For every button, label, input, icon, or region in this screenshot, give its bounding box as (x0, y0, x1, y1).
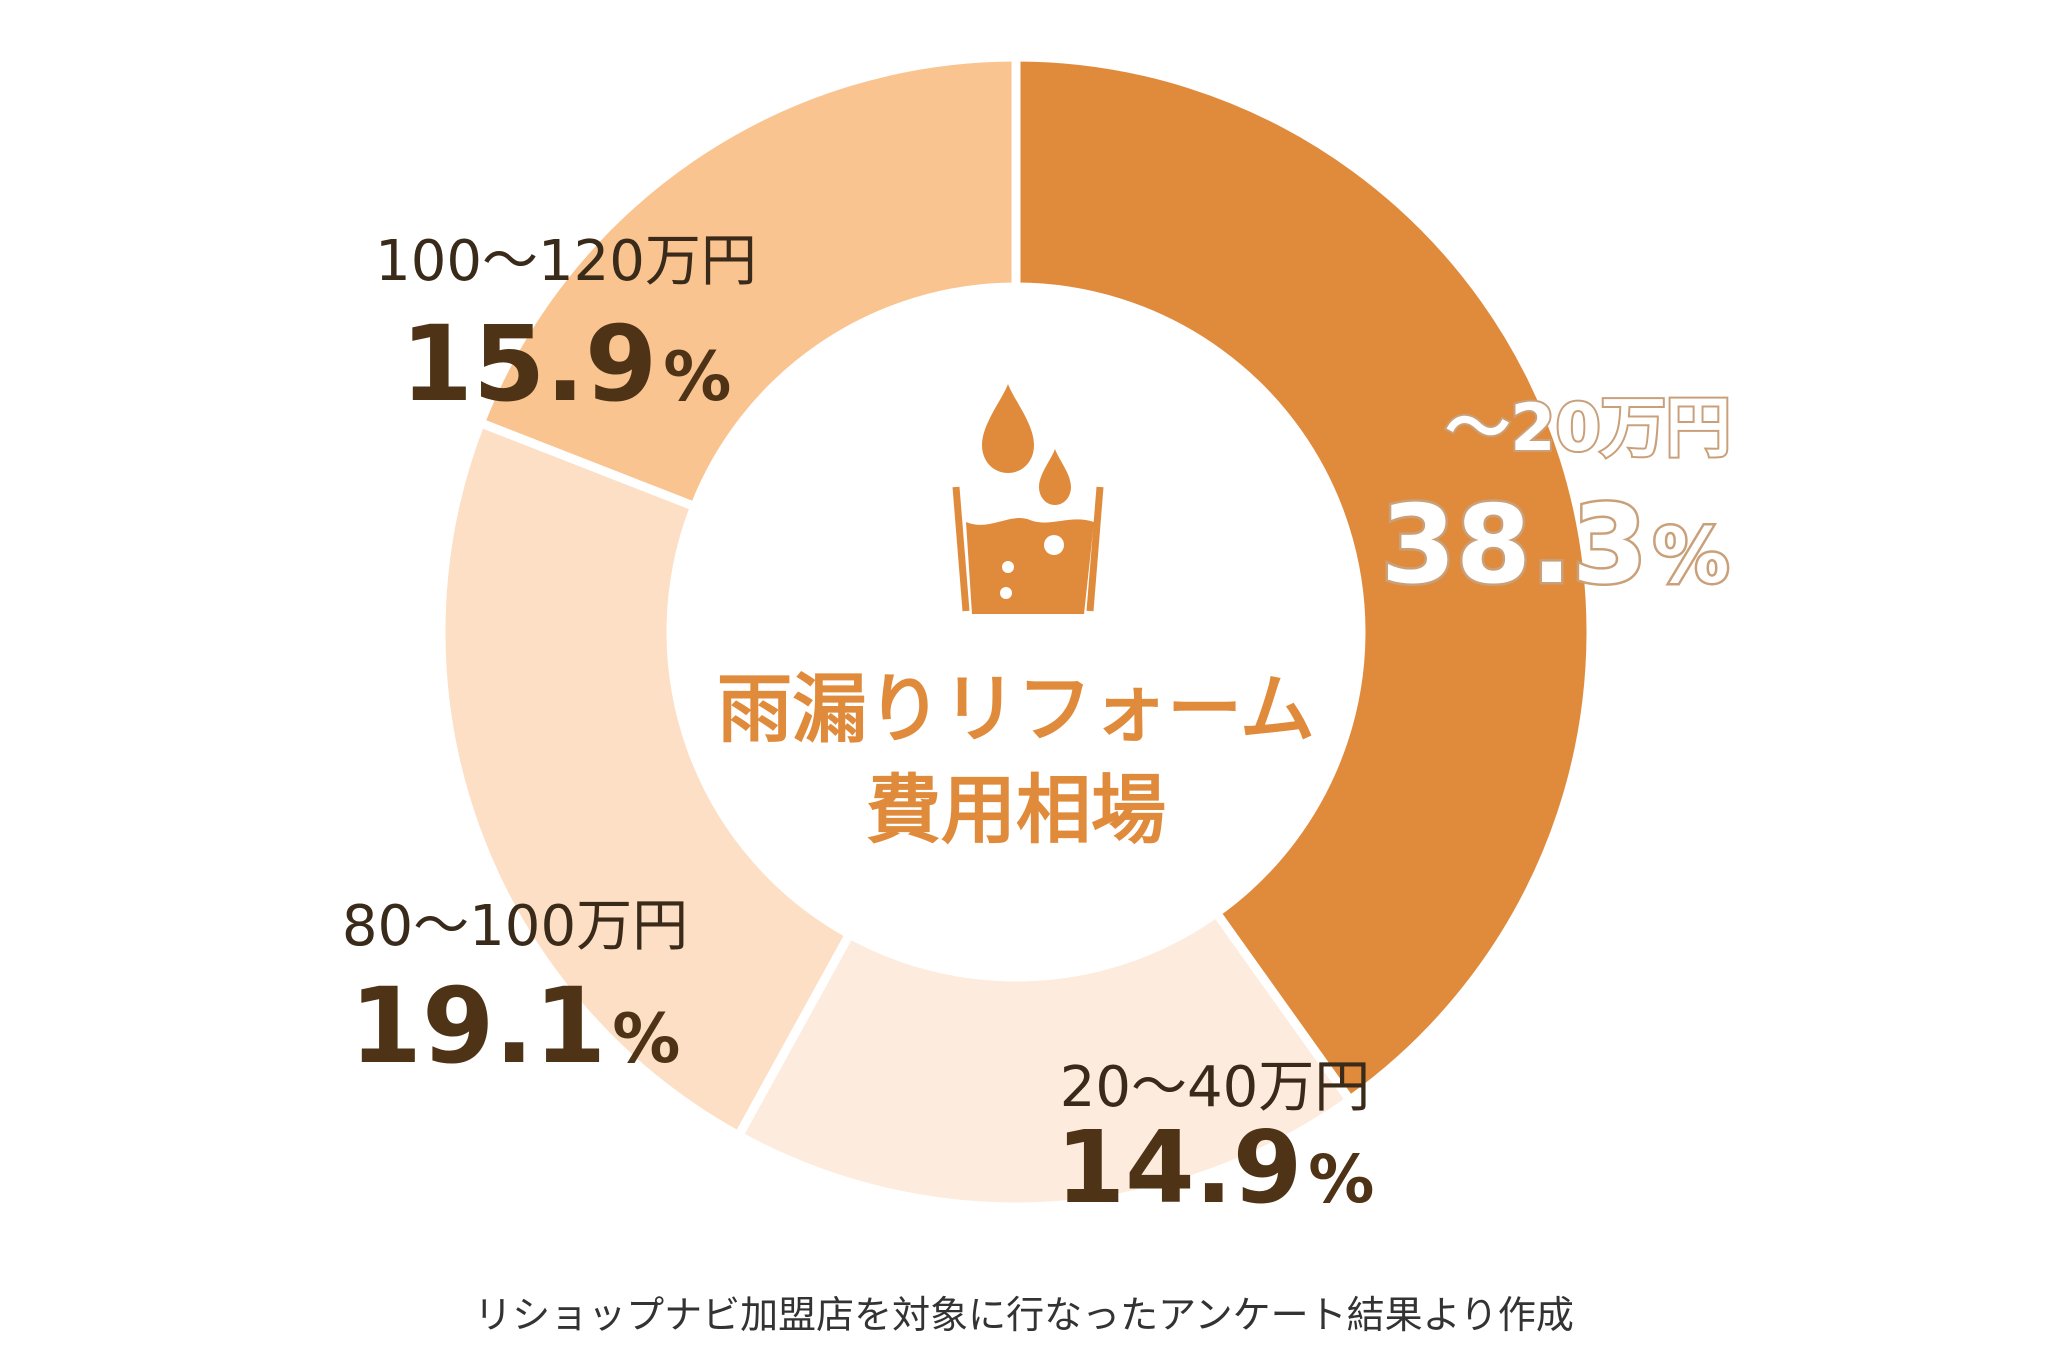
value-label-0: 38.3% (1381, 483, 1730, 608)
value-unit-2: % (612, 1000, 680, 1079)
donut-slice-1 (732, 906, 1357, 1212)
donut-slice-0 (1011, 52, 1596, 1107)
value-unit-3: % (663, 338, 731, 417)
value-unit-1: % (1308, 1141, 1374, 1218)
slices-group (436, 52, 1596, 1212)
category-label-0: ～20万円 (1445, 391, 1730, 466)
category-label-3: 100～120万円 (375, 229, 757, 294)
label-group-1: 20～40万円 14.9% (1056, 1055, 1375, 1226)
value-number-1: 14.9 (1056, 1109, 1303, 1226)
value-number-2: 19.1 (350, 965, 607, 1087)
center-title: 雨漏りリフォーム (717, 665, 1315, 753)
label-group-2: 80～100万円 19.1% (342, 894, 688, 1087)
value-label-2: 19.1% (350, 965, 681, 1087)
center-subtitle: 費用相場 (866, 766, 1166, 854)
donut-slice-3 (474, 52, 1021, 513)
water-bucket-icon (952, 384, 1104, 614)
value-number-0: 38.3 (1381, 483, 1647, 608)
footnote: リショップナビ加盟店を対象に行なったアンケート結果より作成 (474, 1293, 1574, 1337)
value-unit-0: % (1653, 511, 1729, 600)
label-group-0: ～20万円 38.3% (1378, 389, 1733, 611)
label-group-3: 100～120万円 15.9% (375, 229, 757, 425)
category-label-1: 20～40万円 (1060, 1055, 1371, 1120)
value-label-1: 14.9% (1056, 1109, 1375, 1226)
value-number-3: 15.9 (401, 303, 658, 425)
value-label-3: 15.9% (401, 303, 732, 425)
donut-slice-2 (436, 416, 856, 1142)
category-label-2: 80～100万円 (342, 894, 688, 959)
